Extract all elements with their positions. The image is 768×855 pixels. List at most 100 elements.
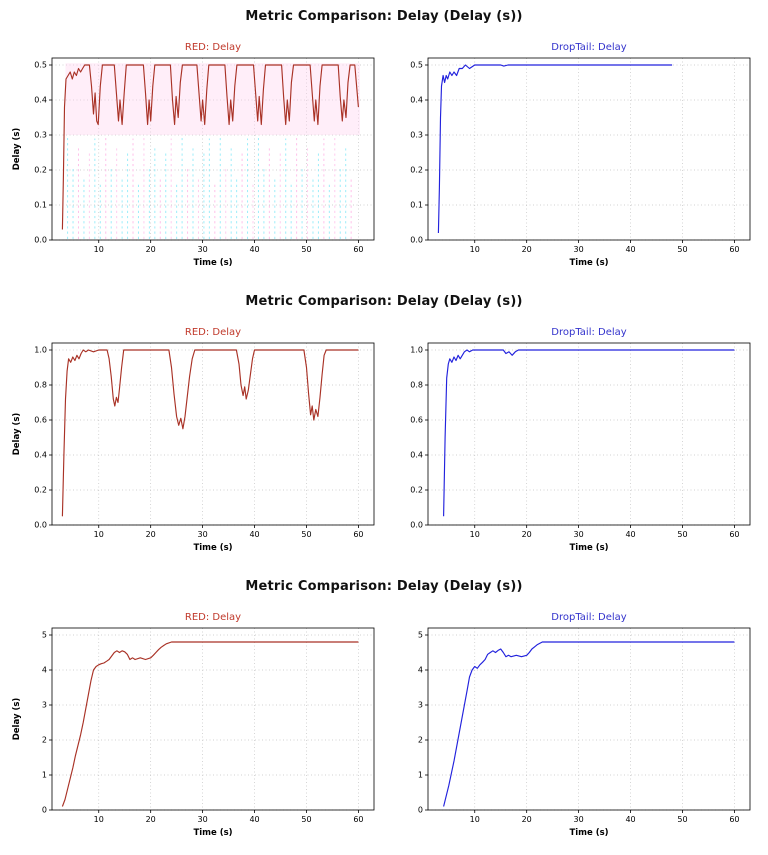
- svg-text:30: 30: [198, 815, 208, 824]
- svg-text:0.2: 0.2: [410, 486, 423, 495]
- svg-text:Time (s): Time (s): [569, 828, 608, 838]
- svg-text:50: 50: [677, 815, 687, 824]
- svg-text:50: 50: [677, 245, 687, 254]
- svg-text:0.6: 0.6: [34, 416, 47, 425]
- svg-text:1: 1: [42, 771, 47, 780]
- svg-text:0.4: 0.4: [34, 451, 47, 460]
- svg-text:10: 10: [94, 245, 104, 254]
- svg-text:20: 20: [146, 245, 156, 254]
- svg-text:40: 40: [249, 245, 259, 254]
- svg-text:50: 50: [301, 815, 311, 824]
- svg-text:Delay (s): Delay (s): [12, 128, 22, 171]
- svg-text:60: 60: [729, 815, 739, 824]
- svg-text:Time (s): Time (s): [569, 258, 608, 268]
- figure-delay-comparison-2: Metric Comparison: Delay (Delay (s)) 10 2…: [0, 285, 768, 570]
- svg-text:Time (s): Time (s): [569, 543, 608, 553]
- svg-text:0.3: 0.3: [410, 131, 423, 140]
- svg-text:20: 20: [522, 530, 532, 539]
- svg-text:30: 30: [574, 245, 584, 254]
- svg-text:10: 10: [470, 815, 480, 824]
- svg-text:0.2: 0.2: [34, 166, 47, 175]
- svg-text:DropTail: Delay: DropTail: Delay: [551, 327, 627, 338]
- svg-text:40: 40: [625, 245, 635, 254]
- svg-text:2: 2: [42, 736, 47, 745]
- svg-text:60: 60: [353, 245, 363, 254]
- figure-title: Metric Comparison: Delay (Delay (s)): [245, 294, 523, 309]
- svg-text:Time (s): Time (s): [193, 258, 232, 268]
- svg-text:0.0: 0.0: [410, 521, 423, 530]
- svg-text:3: 3: [42, 701, 47, 710]
- svg-text:50: 50: [301, 245, 311, 254]
- svg-text:30: 30: [198, 245, 208, 254]
- svg-text:1.0: 1.0: [34, 346, 47, 355]
- svg-text:0.6: 0.6: [410, 416, 423, 425]
- svg-text:50: 50: [301, 530, 311, 539]
- svg-text:RED: Delay: RED: Delay: [185, 42, 241, 53]
- svg-text:RED: Delay: RED: Delay: [185, 612, 241, 623]
- svg-text:0.8: 0.8: [34, 381, 47, 390]
- svg-text:0.1: 0.1: [34, 201, 47, 210]
- svg-text:0.4: 0.4: [410, 451, 423, 460]
- svg-text:0.0: 0.0: [34, 521, 47, 530]
- svg-text:60: 60: [729, 530, 739, 539]
- svg-text:0.0: 0.0: [34, 236, 47, 245]
- svg-text:1.0: 1.0: [410, 346, 423, 355]
- svg-text:30: 30: [198, 530, 208, 539]
- svg-text:1: 1: [418, 771, 423, 780]
- svg-text:0.4: 0.4: [410, 96, 423, 105]
- svg-text:Time (s): Time (s): [193, 543, 232, 553]
- figure-title: Metric Comparison: Delay (Delay (s)): [245, 579, 523, 594]
- svg-text:0.2: 0.2: [410, 166, 423, 175]
- svg-text:Delay (s): Delay (s): [12, 413, 22, 456]
- svg-text:40: 40: [249, 815, 259, 824]
- svg-text:40: 40: [625, 530, 635, 539]
- svg-text:DropTail: Delay: DropTail: Delay: [551, 42, 627, 53]
- svg-text:0.8: 0.8: [410, 381, 423, 390]
- svg-text:0.2: 0.2: [34, 486, 47, 495]
- plots-row: 10 20 30 40 50 60 0.0 0.2 0.4 0.6 0.8 1.0 RED: Delay…: [8, 317, 760, 557]
- svg-text:Time (s): Time (s): [193, 828, 232, 838]
- svg-text:10: 10: [94, 815, 104, 824]
- chart-red-delay-1: 10 20 30 40 50 60 0.0 0.1 0.2 0.3 0.4 0.5 RED: Delay…: [12, 42, 375, 268]
- chart-droptail-delay-1: 10 20 30 40 50 60 0.0 0.1 0.2 0.3 0.4 0.5 DropTail: …: [410, 42, 751, 268]
- chart-red-delay-2: 10 20 30 40 50 60 0.0 0.2 0.4 0.6 0.8 1.0 RED: Delay…: [12, 327, 375, 553]
- svg-text:0.5: 0.5: [34, 61, 47, 70]
- svg-text:30: 30: [574, 530, 584, 539]
- plots-row: 10 20 30 40 50 60 0.0 0.1 0.2 0.3 0.4 0.5 RED: Delay…: [8, 32, 760, 272]
- figure-delay-comparison-3: Metric Comparison: Delay (Delay (s)) 10 2…: [0, 570, 768, 855]
- svg-text:10: 10: [94, 530, 104, 539]
- svg-text:0.1: 0.1: [410, 201, 423, 210]
- chart-droptail-delay-3: 10 20 30 40 50 60 0 1 2 3 4 5 DropTail: Delay Time (s…: [418, 612, 751, 838]
- plots-row: 10 20 30 40 50 60 0 1 2 3 4 5 RED: Delay Time (s) Dela…: [8, 602, 760, 842]
- svg-text:60: 60: [353, 815, 363, 824]
- svg-text:20: 20: [146, 815, 156, 824]
- svg-text:40: 40: [249, 530, 259, 539]
- svg-text:2: 2: [418, 736, 423, 745]
- svg-text:4: 4: [42, 666, 47, 675]
- svg-text:3: 3: [418, 701, 423, 710]
- svg-text:4: 4: [418, 666, 423, 675]
- svg-text:20: 20: [522, 245, 532, 254]
- svg-text:Delay (s): Delay (s): [12, 698, 22, 741]
- svg-text:0.4: 0.4: [34, 96, 47, 105]
- svg-text:10: 10: [470, 530, 480, 539]
- svg-text:30: 30: [574, 815, 584, 824]
- svg-text:60: 60: [729, 245, 739, 254]
- chart-droptail-delay-2: 10 20 30 40 50 60 0.0 0.2 0.4 0.6 0.8 1.0 DropTail: …: [410, 327, 751, 553]
- figure-delay-comparison-1: Metric Comparison: Delay (Delay (s)) 10 2…: [0, 0, 768, 285]
- svg-text:5: 5: [418, 631, 423, 640]
- figure-title: Metric Comparison: Delay (Delay (s)): [245, 9, 523, 24]
- svg-text:60: 60: [353, 530, 363, 539]
- svg-text:0.5: 0.5: [410, 61, 423, 70]
- svg-text:10: 10: [470, 245, 480, 254]
- svg-text:40: 40: [625, 815, 635, 824]
- svg-text:DropTail: Delay: DropTail: Delay: [551, 612, 627, 623]
- chart-red-delay-3: 10 20 30 40 50 60 0 1 2 3 4 5 RED: Delay Time (s) Dela…: [12, 612, 375, 838]
- svg-text:0: 0: [42, 806, 47, 815]
- svg-text:20: 20: [146, 530, 156, 539]
- svg-text:50: 50: [677, 530, 687, 539]
- svg-text:0.3: 0.3: [34, 131, 47, 140]
- svg-text:5: 5: [42, 631, 47, 640]
- svg-text:0: 0: [418, 806, 423, 815]
